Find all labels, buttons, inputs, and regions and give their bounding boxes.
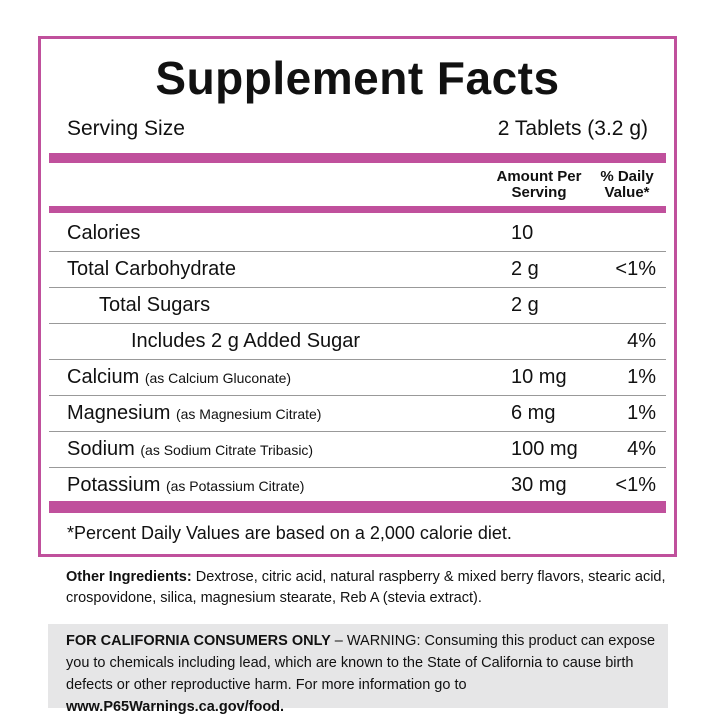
divider-bar: [49, 206, 666, 213]
serving-size-label: Serving Size: [67, 117, 185, 140]
dv-header: % Daily Value*: [600, 168, 654, 201]
prop65-warning: FOR CALIFORNIA CONSUMERS ONLY – WARNING:…: [48, 624, 668, 715]
nutrient-dv: 4%: [627, 438, 656, 460]
nutrient-label: Sodium: [67, 438, 135, 460]
warning-text: – WARNING: Consuming this product can ex…: [66, 633, 656, 693]
nutrient-name: Calories: [67, 222, 140, 245]
nutrient-amount: 10 mg: [511, 366, 567, 388]
other-ingredients: Other Ingredients: Dextrose, citric acid…: [66, 567, 666, 609]
nutrient-amount: 2 g: [511, 258, 539, 280]
warning-link[interactable]: www.P65Warnings.ca.gov/food.: [66, 699, 285, 715]
nutrient-name: Total Carbohydrate: [67, 258, 236, 281]
nutrient-name: Potassium (as Potassium Citrate): [67, 474, 304, 497]
nutrient-label: Calcium: [67, 366, 140, 388]
nutrient-label: Includes 2 g Added Sugar: [131, 330, 361, 352]
divider-bar: [49, 501, 666, 513]
serving-size-value: 2 Tablets (3.2 g): [497, 117, 648, 140]
nutrient-name: Includes 2 g Added Sugar: [131, 330, 360, 353]
other-ingredients-label: Other Ingredients:: [66, 569, 192, 585]
nutrient-row: Calcium (as Calcium Gluconate) 10 mg 1%: [49, 360, 666, 396]
nutrient-name: Magnesium (as Magnesium Citrate): [67, 402, 321, 425]
supplement-facts-panel: Supplement Facts Serving Size 2 Tablets …: [38, 36, 677, 557]
nutrient-amount: 2 g: [511, 294, 539, 316]
amount-header: Amount Per Serving: [496, 168, 582, 201]
nutrient-name: Total Sugars: [99, 294, 210, 317]
nutrient-name: Calcium (as Calcium Gluconate): [67, 366, 291, 389]
nutrient-row: Magnesium (as Magnesium Citrate) 6 mg 1%: [49, 396, 666, 432]
nutrient-amount: 6 mg: [511, 402, 556, 424]
warning-label: FOR CALIFORNIA CONSUMERS ONLY: [66, 633, 331, 649]
nutrient-dv: <1%: [615, 258, 656, 280]
nutrient-amount: 10: [511, 222, 534, 244]
nutrient-row: Includes 2 g Added Sugar 4%: [49, 324, 666, 360]
nutrient-label: Total Sugars: [99, 294, 211, 316]
nutrient-source: (as Potassium Citrate): [165, 478, 305, 494]
nutrient-row: Sodium (as Sodium Citrate Tribasic) 100 m…: [49, 432, 666, 468]
nutrient-source: (as Sodium Citrate Tribasic): [140, 442, 314, 458]
nutrient-dv: 1%: [627, 402, 656, 424]
footnote: *Percent Daily Values are based on a 2,0…: [67, 523, 512, 543]
nutrient-source: (as Calcium Gluconate): [144, 370, 292, 386]
nutrient-amount: 100 mg: [511, 438, 578, 460]
nutrient-label: Calories: [67, 222, 141, 244]
nutrient-source: (as Magnesium Citrate): [175, 406, 322, 422]
nutrient-amount: 30 mg: [511, 474, 567, 496]
nutrient-row: Total Carbohydrate 2 g <1%: [49, 252, 666, 288]
divider-bar: [49, 153, 666, 163]
nutrient-dv: <1%: [615, 474, 656, 496]
nutrient-label: Potassium: [67, 474, 161, 496]
nutrient-label: Total Carbohydrate: [67, 258, 236, 280]
nutrient-row: Potassium (as Potassium Citrate) 30 mg <1%: [49, 468, 666, 503]
nutrient-row: Calories 10: [49, 216, 666, 252]
panel-title: Supplement Facts: [155, 52, 560, 104]
serving-size: Serving Size 2 Tablets (3.2 g): [67, 117, 648, 141]
nutrient-label: Magnesium: [67, 402, 171, 424]
other-ingredients-text: Dextrose, citric acid, natural raspberry…: [66, 569, 666, 606]
nutrient-name: Sodium (as Sodium Citrate Tribasic): [67, 438, 313, 461]
nutrient-dv: 1%: [627, 366, 656, 388]
nutrient-row: Total Sugars 2 g: [49, 288, 666, 324]
nutrient-dv: 4%: [627, 330, 656, 352]
